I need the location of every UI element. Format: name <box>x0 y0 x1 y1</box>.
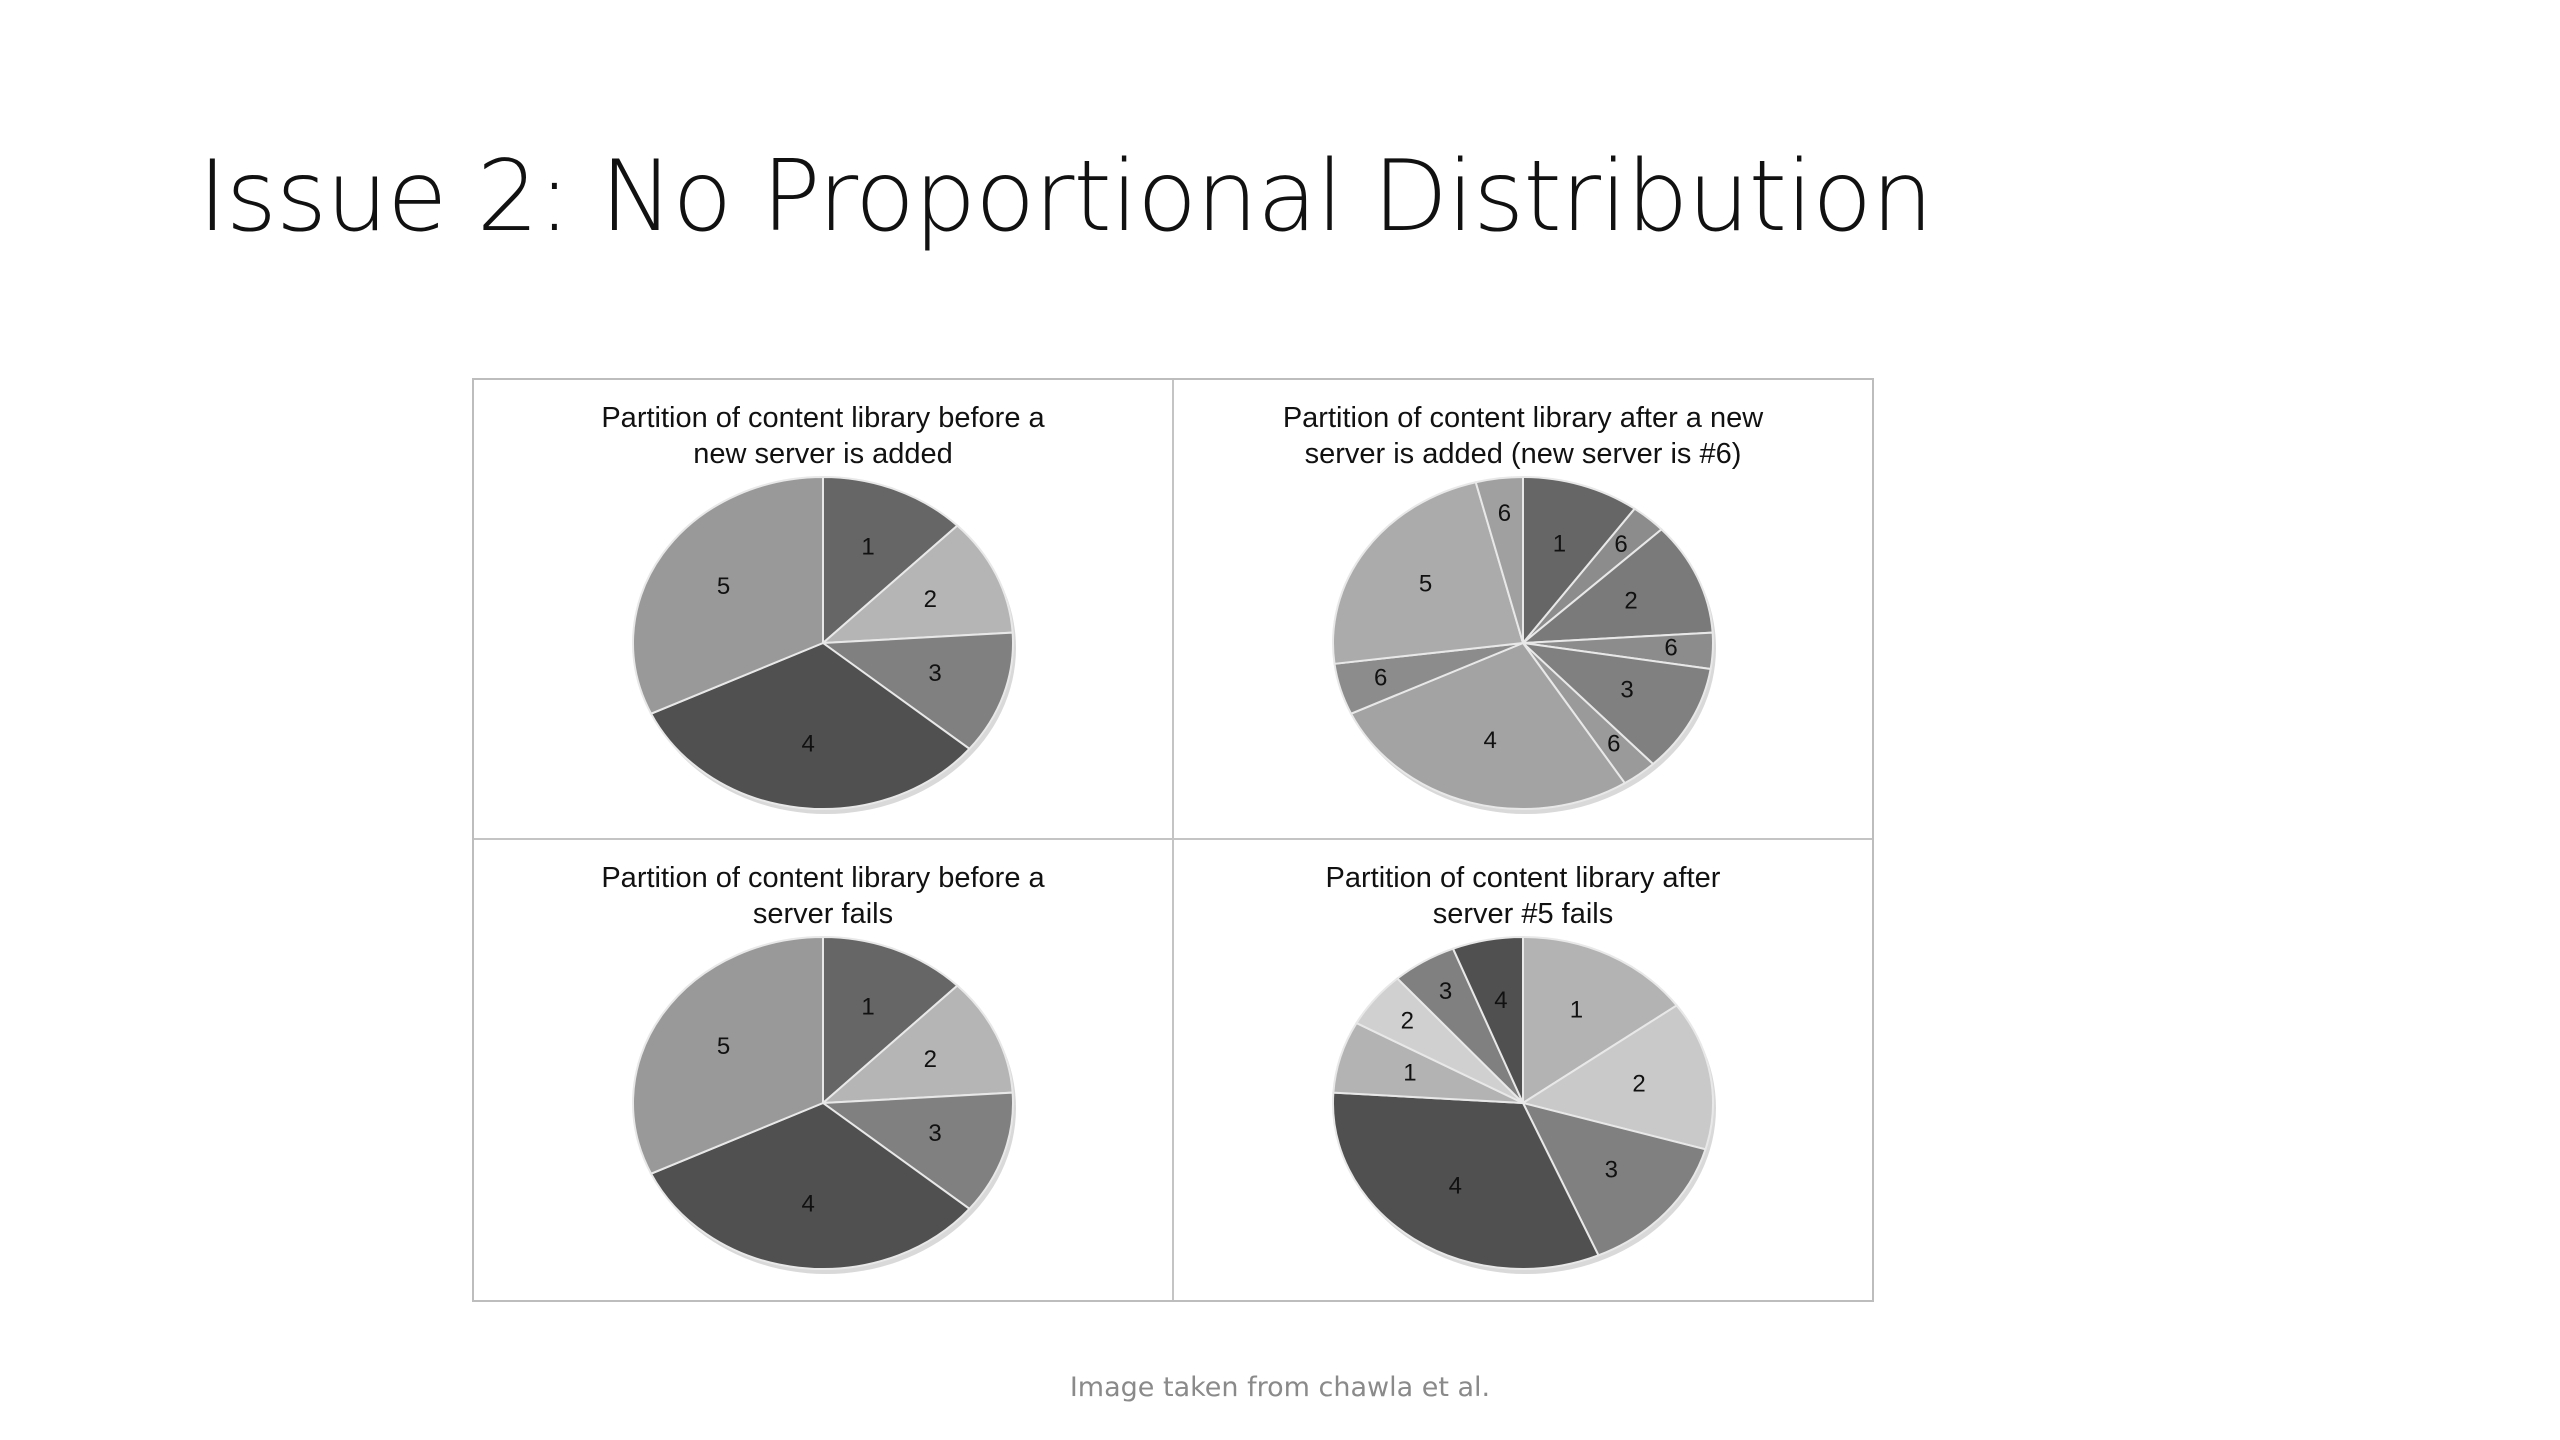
pie-slice-label: 3 <box>928 660 941 687</box>
pie-slice-label: 5 <box>1419 570 1432 597</box>
pie-slice-1 <box>822 935 959 1106</box>
pie-slice-2 <box>820 524 1014 645</box>
pie-slice-3 <box>820 631 1015 751</box>
pie-slice-label: 4 <box>802 730 815 757</box>
pie-slice-1 <box>1522 475 1637 646</box>
chart-title: Partition of content library before a ne… <box>601 402 1045 470</box>
pie-slice-4 <box>1451 935 1524 1104</box>
pie-slice-label: 1 <box>1553 530 1566 557</box>
pie-slice-1 <box>822 475 959 646</box>
chart-title: Partition of content library after serve… <box>1325 862 1721 930</box>
pie-slice-label: 2 <box>924 1046 937 1073</box>
pie-slice-2 <box>1520 1004 1715 1151</box>
pie-slice-label: 1 <box>861 993 874 1020</box>
pie-slice-label: 5 <box>717 573 730 600</box>
pie-slice-label: 3 <box>1620 677 1633 704</box>
pie-slice-label: 6 <box>1498 500 1511 527</box>
pie-slice-3 <box>1521 1101 1707 1257</box>
pie-slice-label: 4 <box>802 1190 815 1217</box>
panel-divider-horizontal <box>474 838 1872 840</box>
pie-slice-label: 4 <box>1494 987 1507 1014</box>
pie-slice-label: 6 <box>1664 634 1677 661</box>
pie-slice-4 <box>649 641 971 810</box>
pie-slice-1 <box>1522 935 1679 1105</box>
pie-slice-label: 1 <box>1570 997 1583 1024</box>
pie-slice-label: 6 <box>1607 731 1620 758</box>
pie-slice-label: 4 <box>1483 727 1496 754</box>
pie-slice-label: 5 <box>717 1033 730 1060</box>
pie-slice-label: 1 <box>1403 1060 1416 1087</box>
chart-title: Partition of content library before a se… <box>601 862 1045 930</box>
chart-panel-after-fail: Partition of content library after serve… <box>1174 840 1872 1298</box>
panel-divider-vertical <box>1172 380 1174 1300</box>
pie-slice-5 <box>632 935 824 1175</box>
chart-panel-before-add: Partition of content library before a ne… <box>474 380 1172 838</box>
pie-slice-label: 6 <box>1374 664 1387 691</box>
pie-slice-2 <box>820 984 1014 1105</box>
pie-chart: 1 2 3 4 5 <box>632 475 1016 814</box>
pie-slice-4 <box>1349 641 1627 810</box>
pie-slice-label: 2 <box>924 586 937 613</box>
pie-slice-4 <box>649 1101 971 1270</box>
slide-title: Issue 2: No Proportional Distribution <box>198 140 1933 254</box>
pie-chart-figure: Partition of content library before a ne… <box>472 378 1874 1302</box>
pie-slice-label: 3 <box>1439 978 1452 1005</box>
pie-slice-label: 6 <box>1614 531 1627 558</box>
pie-slice-label: 2 <box>1624 587 1637 614</box>
pie-slice-label: 3 <box>1605 1156 1618 1183</box>
pie-slice-5 <box>632 475 824 715</box>
pie-slice-label: 3 <box>928 1120 941 1147</box>
pie-slice-3 <box>1520 641 1712 766</box>
pie-slice-4 <box>1331 1091 1600 1270</box>
pie-slice-3 <box>820 1091 1015 1211</box>
chart-panel-after-add: Partition of content library after a new… <box>1174 380 1872 838</box>
pie-slice-label: 1 <box>861 533 874 560</box>
pie-chart: 1 2 3 4 5 <box>632 935 1016 1274</box>
pie-slice-6 <box>1474 475 1524 644</box>
chart-title: Partition of content library after a new… <box>1282 402 1764 470</box>
pie-slice-2 <box>1520 528 1714 645</box>
pie-slice-label: 2 <box>1632 1071 1645 1098</box>
chart-panel-before-fail: Partition of content library before a se… <box>474 840 1172 1298</box>
image-caption: Image taken from chawla et al. <box>1069 1372 1491 1403</box>
pie-slice-label: 2 <box>1401 1007 1414 1034</box>
pie-slice-5 <box>1332 481 1525 665</box>
pie-slice-label: 4 <box>1449 1173 1462 1200</box>
